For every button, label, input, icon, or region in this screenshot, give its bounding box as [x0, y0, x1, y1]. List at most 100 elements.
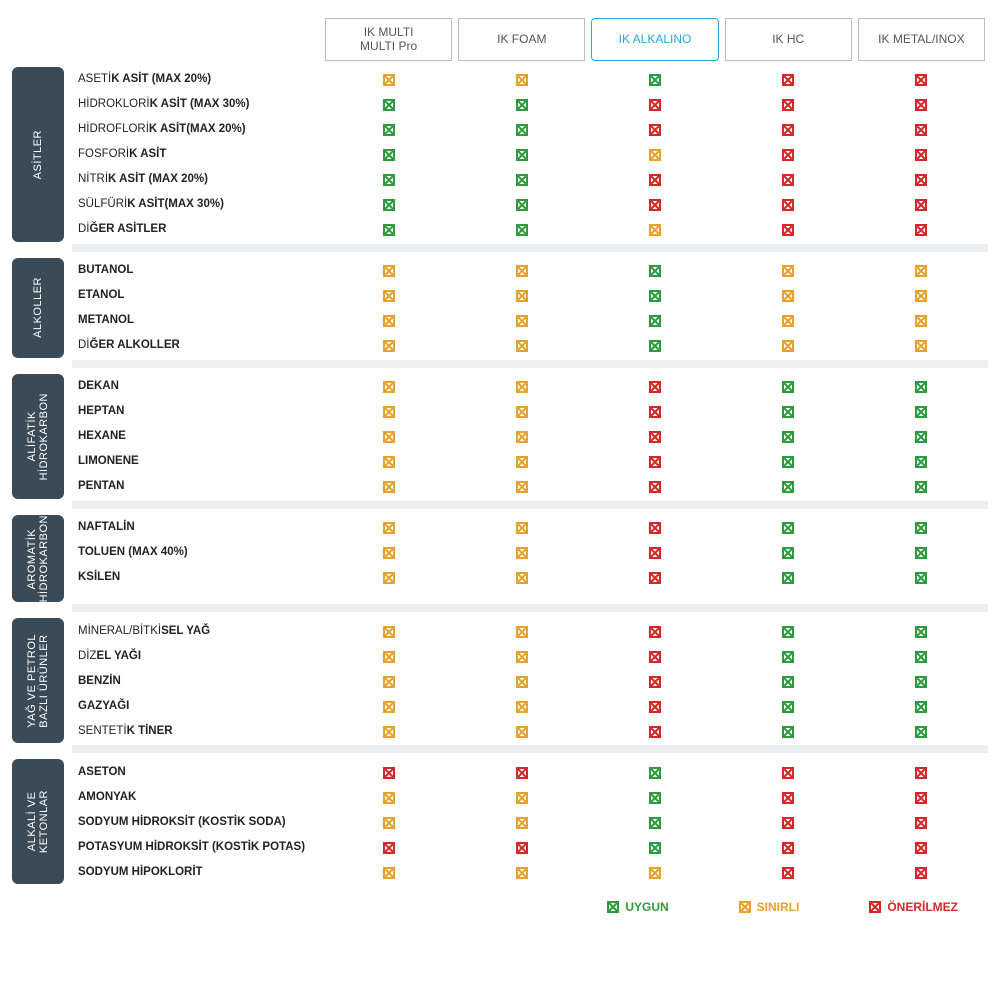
status-marker — [383, 99, 395, 111]
row-label: TOLUEN (MAX 40%) — [72, 546, 322, 558]
cell-foam — [455, 674, 588, 688]
cell-foam — [455, 454, 588, 468]
row-label: GAZYAĞI — [72, 700, 322, 712]
cell-multi — [322, 765, 455, 779]
cell-metal — [855, 790, 988, 804]
column-header-foam: IK FOAM — [458, 18, 585, 61]
status-marker — [516, 381, 528, 393]
status-marker — [782, 817, 794, 829]
cell-multi — [322, 865, 455, 879]
category-bar: ALKOLLER — [12, 258, 64, 358]
section: ALKOLLERBUTANOLETANOLMETANOLDİĞER ALKOLL… — [12, 258, 988, 358]
status-marker — [782, 124, 794, 136]
cell-alkalino — [588, 815, 721, 829]
legend-item: ÖNERİLMEZ — [869, 900, 958, 914]
status-marker — [915, 99, 927, 111]
section-gap — [72, 244, 988, 252]
column-header-metal: IK METAL/INOX — [858, 18, 985, 61]
status-marker — [516, 315, 528, 327]
row-label: KSİLEN — [72, 571, 322, 583]
cell-multi — [322, 222, 455, 236]
cell-foam — [455, 197, 588, 211]
row-label: NİTRİK ASİT (MAX 20%) — [72, 173, 322, 185]
status-marker — [516, 817, 528, 829]
status-marker — [383, 456, 395, 468]
row-label: POTASYUM HİDROKSİT (KOSTİK POTAS) — [72, 841, 322, 853]
cell-metal — [855, 479, 988, 493]
status-marker — [782, 572, 794, 584]
cell-metal — [855, 263, 988, 277]
status-marker — [915, 290, 927, 302]
table-row: ASETON — [72, 759, 988, 784]
cell-metal — [855, 570, 988, 584]
status-marker — [782, 676, 794, 688]
cell-multi — [322, 429, 455, 443]
cell-foam — [455, 97, 588, 111]
cell-hc — [722, 674, 855, 688]
cell-alkalino — [588, 699, 721, 713]
status-marker — [383, 149, 395, 161]
cell-hc — [722, 338, 855, 352]
cell-metal — [855, 338, 988, 352]
cell-alkalino — [588, 520, 721, 534]
legend-label: UYGUN — [625, 900, 668, 914]
table-row: HEXANE — [72, 424, 988, 449]
cell-multi — [322, 649, 455, 663]
legend-label: ÖNERİLMEZ — [887, 900, 958, 914]
cell-metal — [855, 197, 988, 211]
table-row: HEPTAN — [72, 399, 988, 424]
cell-multi — [322, 172, 455, 186]
cell-alkalino — [588, 72, 721, 86]
status-marker — [782, 726, 794, 738]
status-marker — [915, 651, 927, 663]
cell-multi — [322, 674, 455, 688]
cell-metal — [855, 649, 988, 663]
cell-metal — [855, 379, 988, 393]
cell-multi — [322, 147, 455, 161]
cell-hc — [722, 197, 855, 211]
status-marker — [915, 456, 927, 468]
table-row: GAZYAĞI — [72, 693, 988, 718]
status-marker — [383, 867, 395, 879]
status-marker — [915, 817, 927, 829]
table-row: BUTANOL — [72, 258, 988, 283]
cell-alkalino — [588, 379, 721, 393]
status-marker — [383, 817, 395, 829]
cell-foam — [455, 72, 588, 86]
section-gap — [72, 745, 988, 753]
cell-alkalino — [588, 404, 721, 418]
row-label: FOSFORİK ASİT — [72, 148, 322, 160]
cell-multi — [322, 313, 455, 327]
row-label: BUTANOL — [72, 264, 322, 276]
cell-hc — [722, 313, 855, 327]
row-label: HİDROFLORİK ASİT(MAX 20%) — [72, 123, 322, 135]
status-marker — [782, 406, 794, 418]
status-marker — [516, 340, 528, 352]
section: ALKALİ VE KETONLARASETONAMONYAKSODYUM Hİ… — [12, 759, 988, 884]
legend: UYGUNSINIRLIÖNERİLMEZ — [12, 900, 958, 914]
status-marker — [869, 901, 881, 913]
row-label: SENTETİK TİNER — [72, 725, 322, 737]
status-marker — [649, 381, 661, 393]
status-marker — [516, 456, 528, 468]
status-marker — [516, 74, 528, 86]
status-marker — [915, 431, 927, 443]
status-marker — [915, 767, 927, 779]
table-row: DİĞER ASİTLER — [72, 217, 988, 242]
table-row: ASETİK ASİT (MAX 20%) — [72, 67, 988, 92]
status-marker — [649, 767, 661, 779]
cell-foam — [455, 520, 588, 534]
cell-foam — [455, 790, 588, 804]
status-marker — [383, 481, 395, 493]
status-marker — [649, 406, 661, 418]
status-marker — [915, 315, 927, 327]
cell-metal — [855, 429, 988, 443]
row-label: DEKAN — [72, 380, 322, 392]
row-label: HEXANE — [72, 430, 322, 442]
cell-metal — [855, 545, 988, 559]
status-marker — [383, 676, 395, 688]
row-label: SODYUM HİDROKSİT (KOSTİK SODA) — [72, 816, 322, 828]
status-marker — [915, 701, 927, 713]
cell-metal — [855, 699, 988, 713]
status-marker — [516, 842, 528, 854]
